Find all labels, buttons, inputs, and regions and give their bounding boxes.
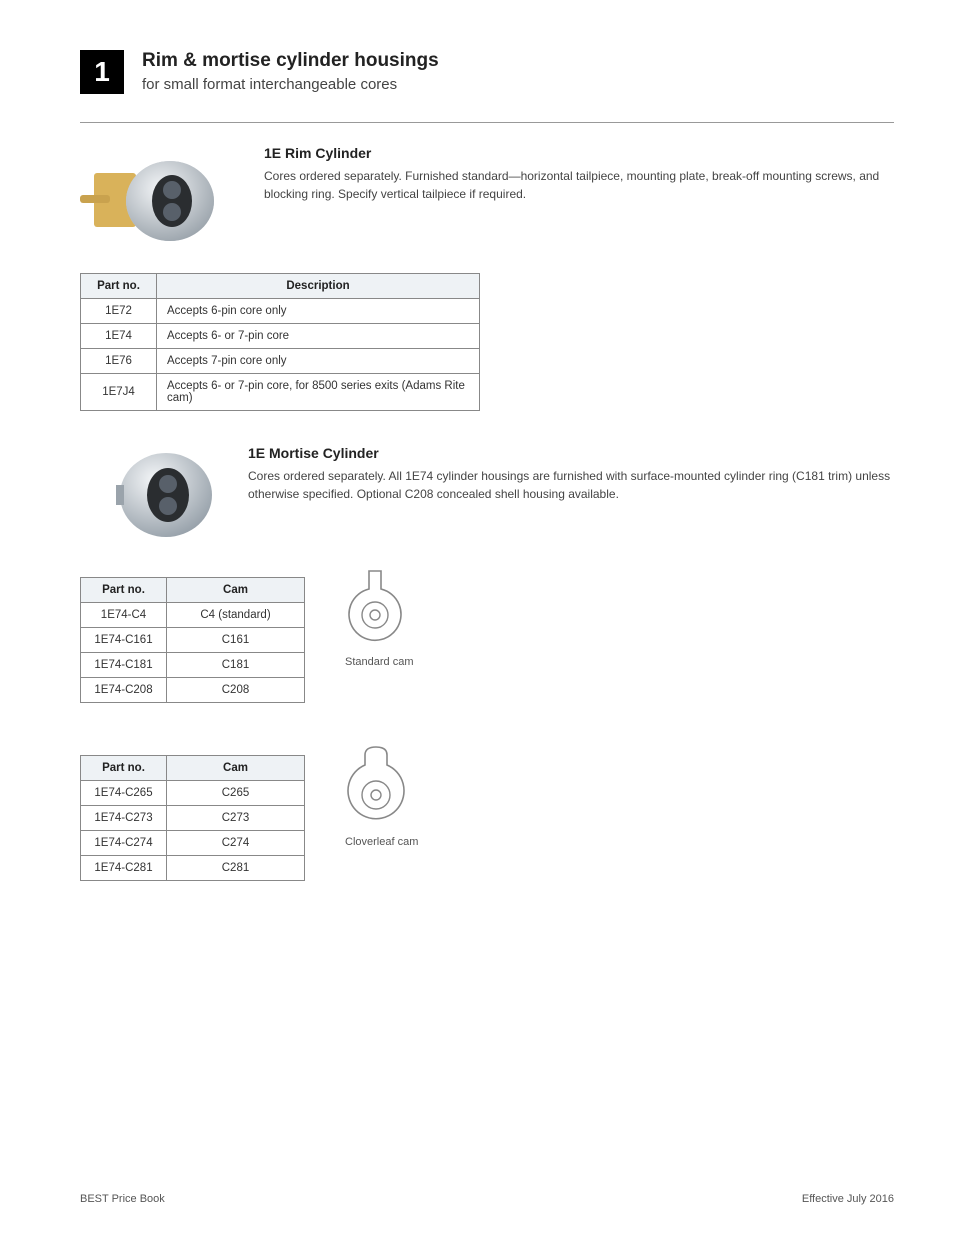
cell: Accepts 7-pin core only (157, 349, 480, 374)
cell: 1E74 (81, 324, 157, 349)
cell: C161 (167, 628, 305, 653)
table-row: 1E74-C208C208 (81, 678, 305, 703)
cell: C274 (167, 831, 305, 856)
rim-cylinder-desc: 1E Rim Cylinder Cores ordered separately… (264, 145, 894, 203)
header-divider (80, 122, 894, 123)
cell: 1E76 (81, 349, 157, 374)
table-row: 1E74-C274C274 (81, 831, 305, 856)
cell: C4 (standard) (167, 603, 305, 628)
col-partno: Part no. (81, 578, 167, 603)
table-row: 1E74-C281C281 (81, 856, 305, 881)
page-header: 1 Rim & mortise cylinder housings for sm… (80, 50, 894, 94)
page-subtitle: for small format interchangeable cores (142, 76, 439, 93)
cell: 1E74-C208 (81, 678, 167, 703)
table-header-row: Part no. Description (81, 274, 480, 299)
cell: 1E74-C274 (81, 831, 167, 856)
cell: Accepts 6- or 7-pin core, for 8500 serie… (157, 374, 480, 411)
table-row: 1E74Accepts 6- or 7-pin core (81, 324, 480, 349)
footer-left: BEST Price Book (80, 1193, 165, 1205)
cam-diagram-block: Standard cam (345, 559, 413, 668)
col-desc: Description (157, 274, 480, 299)
section-mortise-alt: Part no. Cam 1E74-C265C265 1E74-C273C273… (80, 737, 894, 881)
header-text-block: Rim & mortise cylinder housings for smal… (142, 50, 439, 93)
cell: 1E74-C265 (81, 781, 167, 806)
mortise-table-1: Part no. Cam 1E74-C4C4 (standard) 1E74-C… (80, 577, 305, 703)
cell: 1E74-C161 (81, 628, 167, 653)
table-header-row: Part no. Cam (81, 578, 305, 603)
section-mortise-cylinder: 1E Mortise Cylinder Cores ordered separa… (80, 445, 894, 703)
col-cam: Cam (167, 756, 305, 781)
cell: 1E74-C281 (81, 856, 167, 881)
cell: C273 (167, 806, 305, 831)
cam-label: Standard cam (345, 656, 413, 668)
cam-standard-icon (345, 567, 405, 645)
footer-right: Effective July 2016 (802, 1193, 894, 1205)
section2-title: 1E Mortise Cylinder (248, 445, 894, 461)
cell: 1E74-C4 (81, 603, 167, 628)
section1-title: 1E Rim Cylinder (264, 145, 894, 161)
mortise-cylinder-desc: 1E Mortise Cylinder Cores ordered separa… (248, 445, 894, 503)
cell: C181 (167, 653, 305, 678)
cam-clover-icon (345, 745, 407, 825)
rim-cylinder-table: Part no. Description 1E72Accepts 6-pin c… (80, 273, 480, 411)
table-row: 1E74-C4C4 (standard) (81, 603, 305, 628)
cam-diagram-block: Cloverleaf cam (345, 737, 418, 848)
cell: C281 (167, 856, 305, 881)
section2-description: Cores ordered separately. All 1E74 cylin… (248, 467, 894, 503)
cell: 1E74-C181 (81, 653, 167, 678)
cell: C208 (167, 678, 305, 703)
cell: 1E7J4 (81, 374, 157, 411)
section1-description: Cores ordered separately. Furnished stan… (264, 167, 894, 203)
cell: 1E74-C273 (81, 806, 167, 831)
table-row: 1E74-C161C161 (81, 628, 305, 653)
table-row: 1E74-C265C265 (81, 781, 305, 806)
section-rim-cylinder: 1E Rim Cylinder Cores ordered separately… (80, 145, 894, 411)
cell: Accepts 6-pin core only (157, 299, 480, 324)
table-row: 1E76Accepts 7-pin core only (81, 349, 480, 374)
col-cam: Cam (167, 578, 305, 603)
table-row: 1E74-C181C181 (81, 653, 305, 678)
rim-cylinder-image (80, 145, 240, 255)
col-partno: Part no. (81, 274, 157, 299)
table-row: 1E74-C273C273 (81, 806, 305, 831)
table-header-row: Part no. Cam (81, 756, 305, 781)
cam-label: Cloverleaf cam (345, 836, 418, 848)
section-number-badge: 1 (80, 50, 124, 94)
page-footer: BEST Price Book Effective July 2016 (80, 1193, 894, 1205)
table-row: 1E72Accepts 6-pin core only (81, 299, 480, 324)
badge-text: 1 (94, 56, 110, 88)
table-row: 1E7J4Accepts 6- or 7-pin core, for 8500 … (81, 374, 480, 411)
cell: C265 (167, 781, 305, 806)
cell: 1E72 (81, 299, 157, 324)
col-partno: Part no. (81, 756, 167, 781)
mortise-cylinder-image (104, 445, 224, 545)
page-title: Rim & mortise cylinder housings (142, 50, 439, 72)
cell: Accepts 6- or 7-pin core (157, 324, 480, 349)
mortise-table-2: Part no. Cam 1E74-C265C265 1E74-C273C273… (80, 755, 305, 881)
